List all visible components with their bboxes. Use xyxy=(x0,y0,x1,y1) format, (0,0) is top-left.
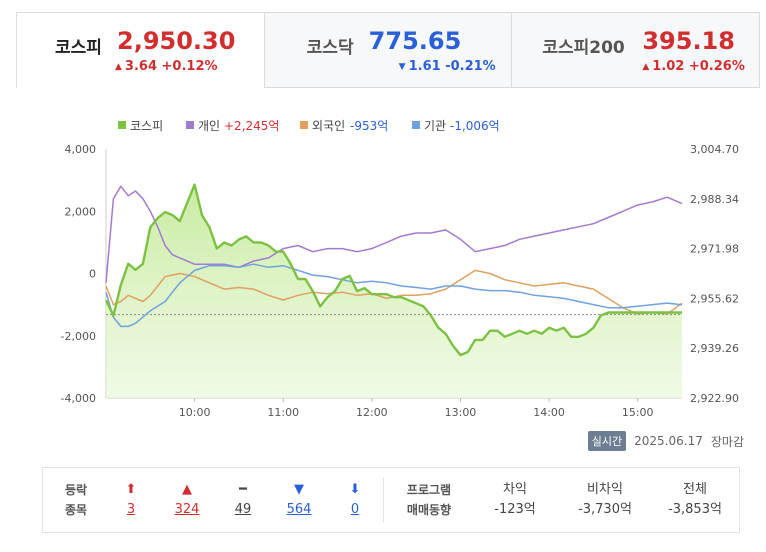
tab-price: 2,950.30 xyxy=(117,27,236,55)
left-tick-label: 0 xyxy=(89,268,96,281)
chart-axes: 4,000 2,000 0 -2,000 -4,000 3,004.70 2,988.34 2… xyxy=(61,143,739,418)
right-tick-label: 2,955.62 xyxy=(690,292,739,305)
legend-value: +2,245억 xyxy=(224,119,279,133)
tab-kospi[interactable]: 코스피 2,950.30 ▲ 3.64 +0.12% xyxy=(16,12,265,88)
program-value: -123억 xyxy=(494,502,536,517)
legend-value: -953억 xyxy=(350,119,388,133)
legend-label: 개인 xyxy=(198,119,220,133)
individual-line xyxy=(105,185,683,283)
trade-date: 2025.06.17 xyxy=(634,434,703,448)
advance-decline-label: 등락 종목 xyxy=(64,483,88,517)
count-advance: ▲ 324 xyxy=(159,480,215,520)
left-tick-label: -4,000 xyxy=(61,392,96,405)
program-value: -3,853억 xyxy=(668,502,722,517)
right-tick-label: 3,004.70 xyxy=(690,143,739,156)
program-head: 차익 xyxy=(503,482,527,497)
advance-decline-section: 등락 종목 ⬆ 3 ▲ 324 ━ 49 ▼ 564 ⬇ 0 xyxy=(43,477,384,523)
unchanged-count-link[interactable]: 49 xyxy=(234,502,252,517)
tab-price: 395.18 xyxy=(642,27,735,55)
lower-limit-count-link[interactable]: 0 xyxy=(350,502,360,517)
x-tick-label: 15:00 xyxy=(622,406,654,418)
kospi-line xyxy=(104,183,682,357)
legend-swatch xyxy=(412,121,420,129)
tab-kospi200[interactable]: 코스피200 395.18 ▲ 1.02 +0.26% xyxy=(512,12,761,88)
investor-chart: 코스피 개인 +2,245억 외국인 -953억 기관 -1,006억 4,000 2,000… xyxy=(61,119,739,418)
program-trading-section: 프로그램 매매동향 차익 -123억 비차익 -3,730억 전체 -3,853억 xyxy=(384,480,740,520)
count-upper-limit: ⬆ 3 xyxy=(103,480,159,520)
x-tick-label: 10:00 xyxy=(179,406,211,418)
legend-value: -1,006억 xyxy=(450,119,500,133)
right-tick-label: 2,971.98 xyxy=(690,243,739,256)
down-arrow-icon: ▼ xyxy=(398,62,406,72)
decline-icon: ▼ xyxy=(294,482,304,497)
count-unchanged: ━ 49 xyxy=(215,480,271,520)
institution-line xyxy=(105,263,683,328)
legend-swatch xyxy=(300,121,308,129)
up-arrow-icon: ▲ xyxy=(115,62,122,72)
program-total: 전체 -3,853억 xyxy=(650,480,740,520)
x-tick-label: 14:00 xyxy=(533,406,565,418)
right-tick-label: 2,922.90 xyxy=(690,392,739,405)
count-lower-limit: ⬇ 0 xyxy=(327,480,383,520)
legend-swatch xyxy=(186,121,194,129)
index-tabs: 코스피 2,950.30 ▲ 3.64 +0.12% 코스닥 775.65 ▼ 1.61 -0… xyxy=(16,12,761,88)
program-head: 비차익 xyxy=(587,482,623,497)
legend-label: 외국인 xyxy=(312,119,345,133)
upper-limit-icon: ⬆ xyxy=(125,482,137,497)
left-tick-label: 2,000 xyxy=(65,205,97,218)
realtime-badge[interactable]: 실시간 xyxy=(587,431,627,451)
tab-change: ▼ 1.61 -0.21% xyxy=(398,59,496,74)
left-tick-label: -2,000 xyxy=(61,330,96,343)
decline-count-link[interactable]: 564 xyxy=(286,502,312,517)
tab-price: 775.65 xyxy=(368,27,462,55)
lower-limit-icon: ⬇ xyxy=(349,482,361,497)
advance-icon: ▲ xyxy=(182,482,192,497)
chart-plot xyxy=(104,183,683,398)
right-tick-label: 2,939.26 xyxy=(690,342,739,355)
tab-name: 코스피200 xyxy=(542,38,625,58)
program-head: 전체 xyxy=(683,482,707,497)
market-stats-box: 등락 종목 ⬆ 3 ▲ 324 ━ 49 ▼ 564 ⬇ 0 프로그램 매매동향 차익 -123억 비… xyxy=(42,467,740,533)
market-state: 장마감 xyxy=(710,434,744,449)
legend-swatch xyxy=(118,121,126,129)
program-value: -3,730억 xyxy=(578,502,632,517)
chart-status: 실시간 2025.06.17 장마감 xyxy=(587,431,744,451)
x-tick-label: 12:00 xyxy=(356,406,388,418)
program-trading-label: 프로그램 매매동향 xyxy=(406,483,452,517)
advance-count-link[interactable]: 324 xyxy=(174,502,200,517)
tab-kosdaq[interactable]: 코스닥 775.65 ▼ 1.61 -0.21% xyxy=(264,12,513,88)
x-tick-label: 11:00 xyxy=(267,406,299,418)
tab-name: 코스닥 xyxy=(306,38,354,58)
program-non-arbitrage: 비차익 -3,730억 xyxy=(560,480,650,520)
tab-change: ▲ 3.64 +0.12% xyxy=(115,59,218,74)
up-arrow-icon: ▲ xyxy=(642,62,650,72)
left-tick-label: 4,000 xyxy=(65,143,97,156)
unchanged-icon: ━ xyxy=(239,482,247,497)
program-arbitrage: 차익 -123억 xyxy=(470,480,560,520)
right-tick-label: 2,988.34 xyxy=(690,193,739,206)
tab-name: 코스피 xyxy=(55,38,102,58)
x-tick-label: 13:00 xyxy=(445,406,477,418)
chart-legend: 코스피 개인 +2,245억 외국인 -953억 기관 -1,006억 xyxy=(118,119,500,133)
legend-label: 기관 xyxy=(424,119,446,133)
upper-limit-count-link[interactable]: 3 xyxy=(126,502,136,517)
legend-label: 코스피 xyxy=(130,119,163,133)
kospi-area xyxy=(106,184,682,398)
tab-change: ▲ 1.02 +0.26% xyxy=(642,59,745,74)
count-decline: ▼ 564 xyxy=(271,480,327,520)
